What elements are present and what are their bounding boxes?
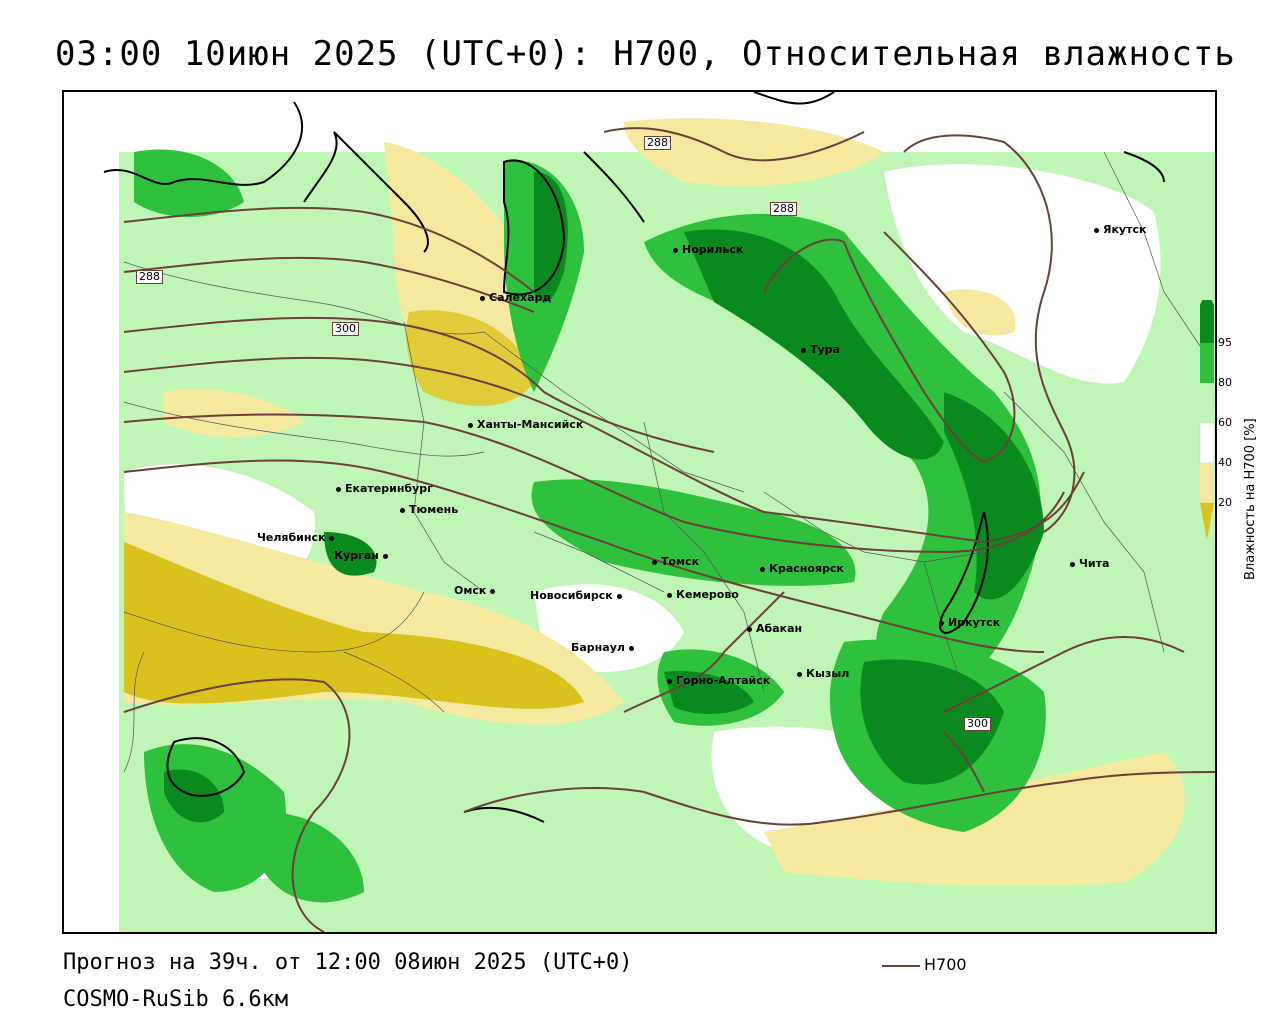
region-borders: [123, 151, 1205, 773]
city-marker-icon: [336, 486, 341, 492]
city-marker-icon: [747, 626, 752, 632]
city-tomsk: Томск: [652, 555, 699, 568]
city-novosibirsk: Новосибирск: [530, 589, 626, 602]
city-marker-icon: [1070, 561, 1075, 567]
city-marker-icon: [760, 566, 765, 572]
h700-isolines: [123, 127, 1215, 932]
city-marker-icon: [628, 645, 634, 651]
city-marker-icon: [1094, 227, 1099, 233]
city-tyumen: Тюмень: [400, 503, 458, 516]
city-marker-icon: [490, 588, 496, 594]
h700-line-swatch: [882, 964, 920, 967]
city-chelyabinsk: Челябинск: [257, 531, 338, 544]
legend-swatch-80: [1200, 343, 1214, 383]
city-marker-icon: [382, 553, 388, 559]
city-kurgan: Курган: [334, 549, 392, 562]
legend-arrow-up-icon: [1200, 290, 1214, 305]
map-title: 03:00 10июн 2025 (UTC+0): H700, Относите…: [55, 34, 1236, 74]
city-yekaterinburg: Екатеринбург: [336, 482, 433, 495]
city-marker-icon: [801, 347, 806, 353]
city-marker-icon: [480, 295, 485, 301]
isoline-label-300-a: 300: [332, 322, 359, 336]
city-kyzyl: Кызыл: [797, 667, 849, 680]
legend-tick-80: 80: [1218, 376, 1232, 389]
city-irkutsk: Иркутск: [939, 616, 1000, 629]
city-marker-icon: [939, 620, 944, 626]
city-chita: Чита: [1070, 557, 1109, 570]
legend-tick-20: 20: [1218, 496, 1232, 509]
city-marker-icon: [400, 507, 405, 513]
coastlines: [103, 92, 1165, 823]
legend-swatch-20: [1200, 463, 1214, 503]
city-marker-icon: [797, 671, 802, 677]
humidity-map: 288 288 288 300 300 Якутск Норильск Сале…: [62, 90, 1217, 934]
isoline-label-288-a: 288: [644, 136, 671, 150]
city-marker-icon: [468, 422, 473, 428]
city-krasnoyarsk: Красноярск: [760, 562, 844, 575]
city-salekhard: Салехард: [480, 291, 551, 304]
forecast-info: Прогноз на 39ч. от 12:00 08июн 2025 (UTC…: [63, 950, 633, 975]
city-marker-icon: [329, 535, 335, 541]
legend-unit-label: Влажность на H700 [%]: [1243, 418, 1258, 580]
humidity-0-region: [124, 542, 584, 709]
city-norilsk: Норильск: [673, 243, 743, 256]
h700-line-key: H700: [882, 955, 967, 974]
legend-swatch-60: [1200, 383, 1214, 423]
city-barnaul: Барнаул: [571, 641, 638, 654]
city-marker-icon: [652, 559, 657, 565]
city-tura: Тура: [801, 343, 840, 356]
city-marker-icon: [616, 593, 622, 599]
legend-swatch-40: [1199, 422, 1215, 464]
city-kemerovo: Кемерово: [667, 588, 739, 601]
city-marker-icon: [673, 247, 678, 253]
model-name: COSMO-RuSib 6.6км: [63, 987, 289, 1012]
legend-tick-95: 95: [1218, 336, 1232, 349]
city-marker-icon: [667, 592, 672, 598]
humidity-40-region: [884, 164, 1161, 384]
city-marker-icon: [667, 678, 672, 684]
city-omsk: Омск: [454, 584, 499, 597]
city-abakan: Абакан: [747, 622, 802, 635]
humidity-95-region: [684, 229, 944, 460]
isoline-label-300-b: 300: [964, 717, 991, 731]
isoline-label-288-b: 288: [770, 202, 797, 216]
legend-swatch-95: [1200, 305, 1214, 343]
map-fields: [64, 92, 1215, 932]
city-khanty-mansiysk: Ханты-Мансийск: [468, 418, 583, 431]
isoline-label-288-c: 288: [136, 270, 163, 284]
legend-tick-60: 60: [1218, 416, 1232, 429]
legend-tick-40: 40: [1218, 456, 1232, 469]
legend-arrow-down-icon: [1200, 503, 1214, 540]
city-yakutsk: Якутск: [1094, 223, 1146, 236]
city-gorno-altaysk: Горно-Алтайск: [667, 674, 770, 687]
humidity-80-region: [644, 213, 1041, 712]
